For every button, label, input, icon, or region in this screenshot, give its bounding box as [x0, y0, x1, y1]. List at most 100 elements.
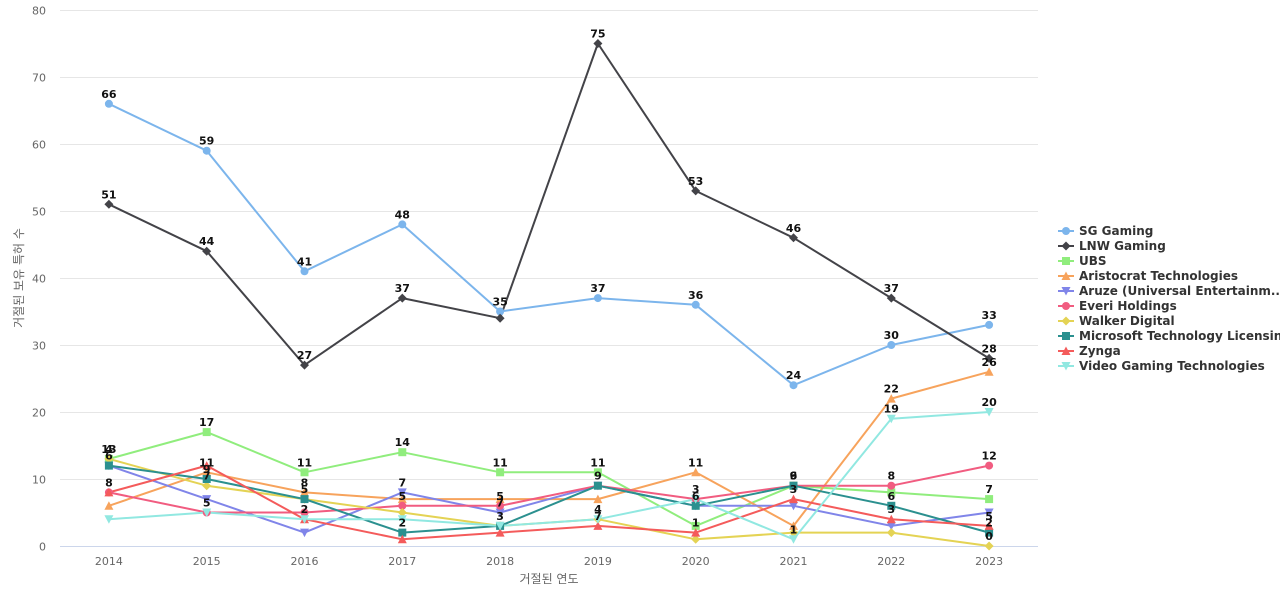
legend-item[interactable]: Video Gaming Technologies: [1058, 359, 1265, 373]
data-label: 44: [199, 235, 215, 248]
data-point: [202, 467, 212, 477]
data-point: [104, 99, 113, 108]
data-label: 24: [786, 369, 802, 382]
y-axis-title: 거절된 보유 특허 수: [12, 228, 26, 328]
data-label: 8: [105, 476, 113, 489]
data-point: [984, 508, 994, 517]
y-tick-label: 20: [32, 407, 46, 420]
x-tick-label: 2015: [193, 555, 221, 568]
grid-lines: [60, 10, 1038, 480]
legend-item[interactable]: Everi Holdings: [1058, 299, 1177, 313]
data-label: 37: [884, 282, 899, 295]
data-point: [789, 501, 798, 511]
data-label: 9: [790, 470, 798, 483]
data-point: [886, 514, 896, 524]
legend-marker: [1062, 227, 1070, 235]
data-point: [496, 468, 505, 477]
data-point: [398, 448, 407, 457]
data-label: 3: [692, 483, 700, 496]
legend-label: Video Gaming Technologies: [1079, 359, 1265, 373]
data-label: 2: [301, 503, 309, 516]
data-point: [202, 461, 212, 470]
data-label: 5: [398, 490, 406, 503]
data-point: [202, 475, 211, 483]
data-label: 19: [884, 403, 899, 416]
data-point: [398, 501, 407, 510]
data-point: [104, 487, 114, 497]
series-line: [107, 370, 991, 527]
x-tick-label: 2020: [682, 555, 710, 568]
data-point: [887, 501, 896, 510]
data-point: [789, 521, 798, 530]
data-point: [593, 481, 602, 490]
data-point: [300, 508, 309, 517]
data-point: [789, 233, 798, 243]
legend-item[interactable]: Zynga: [1058, 344, 1121, 358]
data-label: 11: [688, 456, 703, 469]
data-label: 6: [105, 450, 113, 463]
data-label: 6: [887, 490, 895, 503]
data-label: 11: [297, 456, 312, 469]
data-point: [887, 481, 896, 490]
data-point: [985, 528, 994, 537]
data-point: [789, 494, 798, 504]
data-point: [984, 541, 994, 551]
legend-item[interactable]: Microsoft Technology Licensing: [1058, 329, 1280, 343]
legend-label: Everi Holdings: [1079, 299, 1177, 313]
data-label: 22: [884, 383, 899, 396]
data-point: [886, 521, 896, 531]
data-label: 3: [790, 483, 798, 496]
legend-item[interactable]: Aristocrat Technologies: [1058, 269, 1238, 283]
data-point: [202, 428, 211, 437]
data-point: [202, 481, 212, 491]
data-point: [691, 501, 700, 510]
data-point: [397, 488, 407, 497]
legend-label: Zynga: [1079, 344, 1121, 358]
data-label: 53: [688, 175, 703, 188]
x-axis-title: 거절된 연도: [519, 572, 578, 586]
x-tick-label: 2019: [584, 555, 612, 568]
data-label: 37: [590, 282, 605, 295]
data-label: 20: [981, 396, 997, 409]
data-point: [496, 501, 505, 510]
data-point: [985, 461, 994, 470]
legend-marker: [1061, 241, 1071, 251]
data-point: [593, 39, 603, 48]
data-point: [104, 501, 114, 510]
data-point: [300, 495, 309, 504]
legend-item[interactable]: SG Gaming: [1058, 224, 1153, 238]
y-tick-label: 40: [32, 273, 46, 286]
data-label: 17: [199, 416, 214, 429]
data-point: [985, 320, 994, 329]
data-point: [495, 494, 505, 504]
data-point: [789, 481, 798, 490]
data-point: [593, 294, 602, 303]
data-label: 0: [985, 530, 993, 543]
legend-marker: [1061, 346, 1071, 355]
legend-label: Walker Digital: [1079, 314, 1175, 328]
x-tick-label: 2018: [486, 555, 514, 568]
data-label: 11: [199, 456, 214, 469]
data-label: 26: [981, 356, 997, 369]
legend-label: UBS: [1079, 254, 1107, 268]
data-label: 9: [203, 463, 211, 476]
legend-label: Aristocrat Technologies: [1079, 269, 1238, 283]
legend-item[interactable]: Aruze (Universal Entertainm...: [1058, 284, 1280, 298]
data-label: 6: [790, 470, 798, 483]
data-labels: 6659414835373624303351442737755346372813…: [101, 28, 997, 544]
data-label: 6: [692, 490, 700, 503]
legend-item[interactable]: UBS: [1058, 254, 1107, 268]
data-label: 2: [985, 517, 993, 530]
data-point: [495, 521, 505, 531]
data-point: [886, 394, 896, 403]
data-label: 4: [105, 443, 113, 456]
data-label: 4: [594, 503, 602, 516]
legend-item[interactable]: LNW Gaming: [1058, 239, 1166, 253]
data-point: [593, 468, 602, 477]
data-label: 5: [301, 483, 309, 496]
y-tick-label: 50: [32, 206, 46, 219]
legend-item[interactable]: Walker Digital: [1058, 314, 1175, 328]
data-point: [789, 535, 798, 544]
data-point: [886, 414, 896, 424]
series-lines: [107, 42, 991, 547]
